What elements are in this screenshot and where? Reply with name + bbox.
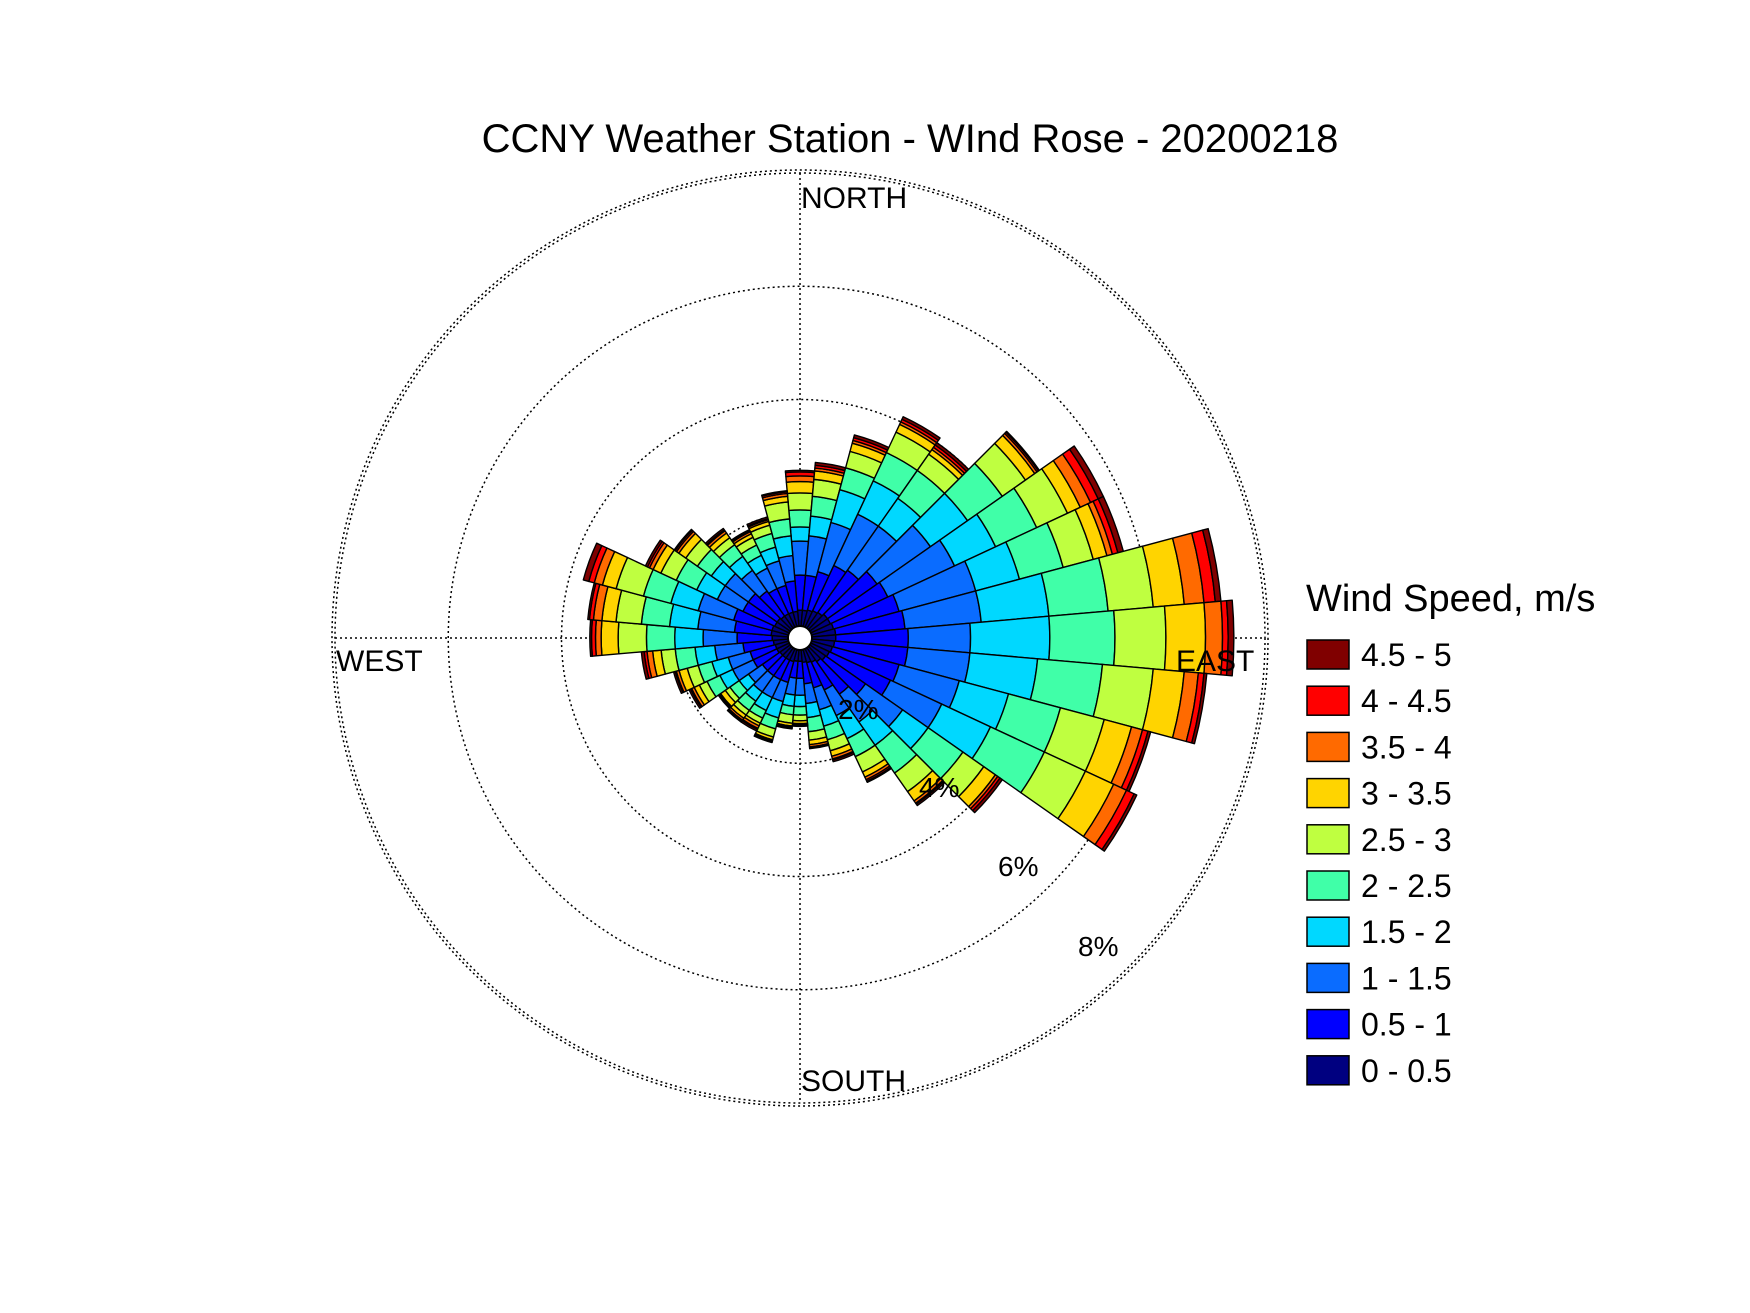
sector-250: [672, 640, 790, 695]
sector-180-bin-4: [792, 705, 808, 716]
sector-200-bin-9: [753, 734, 773, 744]
sector-0-bin-5: [786, 492, 814, 512]
sector-30: [804, 416, 941, 629]
sector-350-bin-9: [761, 489, 788, 497]
sector-60: [809, 445, 1105, 634]
legend-label-2: 3.5 - 4: [1361, 729, 1452, 765]
sector-140-bin-9: [915, 780, 946, 807]
sector-50: [807, 430, 1041, 632]
sector-280: [587, 582, 790, 638]
legend-label-4: 2.5 - 3: [1361, 822, 1452, 858]
sector-270-bin-9: [589, 618, 593, 658]
legend: Wind Speed, m/s 4.5 - 5 4 - 4.5 3.5 - 4 3 -…: [1306, 578, 1595, 1089]
sector-100: [810, 638, 1208, 745]
ring-label-8: 8%: [1078, 931, 1118, 962]
east-label: EAST: [1176, 645, 1254, 678]
sector-70: [810, 495, 1125, 636]
sector-170-bin-9: [808, 744, 830, 750]
sector-20: [802, 434, 890, 628]
sector-0-bin-9: [784, 469, 816, 474]
legend-label-7: 1 - 1.5: [1361, 960, 1452, 996]
legend-swatch-4: [1306, 824, 1350, 855]
wind-sectors: [582, 416, 1235, 852]
legend-swatch-0: [1306, 639, 1350, 670]
legend-swatch-2: [1306, 731, 1350, 763]
legend-swatch-6: [1306, 916, 1350, 947]
legend-swatch-5: [1306, 870, 1350, 901]
sector-0-bin-4: [788, 509, 812, 529]
sector-270-bin-3: [674, 626, 705, 650]
sector-310-bin-9: [673, 528, 693, 552]
legend-swatch-8: [1306, 1008, 1350, 1040]
legend-label-5: 2 - 2.5: [1361, 868, 1452, 904]
sector-0-bin-6: [785, 480, 815, 495]
sector-180-bin-9: [791, 724, 809, 728]
sector-120-bin-9: [1101, 793, 1138, 852]
legend-label-1: 4 - 4.5: [1361, 683, 1452, 719]
sector-130-bin-9: [971, 777, 1004, 814]
center-hole: [787, 625, 813, 651]
legend-label-9: 0 - 0.5: [1361, 1053, 1452, 1089]
sector-320: [704, 527, 794, 631]
west-label: WEST: [336, 645, 423, 678]
sector-300: [644, 539, 791, 634]
sector-290-bin-9: [582, 542, 603, 583]
north-label: NORTH: [801, 182, 907, 215]
chart-title: CCNY Weather Station - WInd Rose - 20200…: [482, 117, 1339, 161]
sector-150-bin-9: [866, 766, 893, 784]
legend-label-6: 1.5 - 2: [1361, 914, 1452, 950]
legend-swatch-3: [1306, 777, 1350, 809]
sector-150: [804, 647, 893, 784]
sector-0-bin-3: [789, 526, 811, 543]
legend-swatch-1: [1306, 685, 1350, 716]
ring-label-4: 4%: [919, 772, 959, 803]
sector-100-bin-9: [1191, 672, 1208, 745]
sector-330: [730, 528, 796, 629]
sector-30-bin-9: [901, 416, 941, 442]
sector-180-bin-5: [792, 714, 808, 722]
sector-270-bin-4: [645, 623, 676, 653]
legend-label-8: 0.5 - 1: [1361, 1007, 1452, 1043]
sector-80: [810, 527, 1222, 638]
sector-90-bin-9: [1225, 599, 1235, 677]
sector-270-bin-6: [600, 619, 620, 657]
legend-label-3: 3 - 3.5: [1361, 776, 1452, 812]
legend-label-0: 4.5 - 5: [1361, 637, 1452, 673]
sector-160-bin-9: [832, 751, 855, 763]
legend-swatch-7: [1306, 962, 1350, 994]
ring-labels: 2% 4% 6% 8%: [838, 694, 1118, 962]
south-label: SOUTH: [801, 1065, 906, 1098]
legend-title: Wind Speed, m/s: [1306, 578, 1595, 620]
sector-320-bin-9: [704, 527, 725, 546]
grid-ring-outer: [331, 169, 1269, 1107]
sector-200: [753, 648, 798, 744]
legend-swatch-9: [1306, 1055, 1350, 1086]
sector-350: [761, 489, 800, 628]
sector-180-bin-3: [793, 694, 807, 708]
sector-310: [673, 528, 793, 632]
ring-label-2: 2%: [838, 694, 878, 725]
sector-290: [582, 542, 790, 636]
sector-300-bin-9: [644, 539, 663, 568]
sector-40: [806, 441, 970, 631]
sector-90-bin-4: [1048, 609, 1116, 667]
sector-270: [589, 618, 789, 658]
ring-label-6: 6%: [998, 851, 1038, 882]
sector-270-bin-5: [617, 621, 648, 655]
sector-220-bin-9: [726, 709, 743, 723]
sector-90-bin-5: [1113, 605, 1167, 671]
sector-130: [807, 644, 1004, 814]
